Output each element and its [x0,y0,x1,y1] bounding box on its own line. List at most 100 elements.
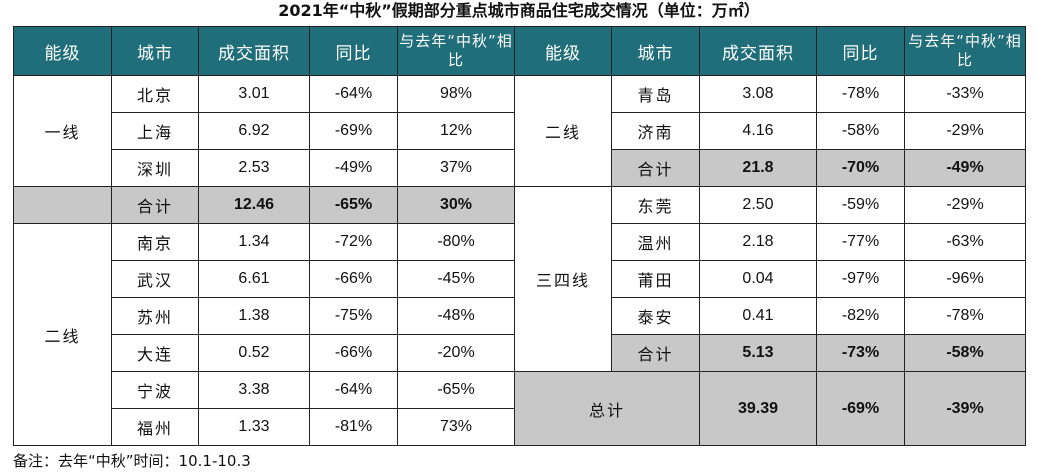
header-area: 成交面积 [699,26,817,76]
yoy-cell: -77% [816,223,905,261]
subtotal-yoy: -65% [309,186,398,224]
subtotal-vs: 30% [397,186,515,224]
vs-cell: -48% [397,297,515,335]
city-cell: 莆田 [611,260,700,298]
subtotal-area: 21.8 [699,149,817,187]
table-row: 二线 南京 1.34 -72% -80% 温州 2.18 -77% -63% [13,223,1026,446]
subtotal-label: 合计 [611,149,700,187]
area-cell: 4.16 [699,112,817,150]
area-cell: 1.33 [198,408,310,446]
city-cell: 北京 [111,75,199,113]
vs-cell: 98% [397,75,515,113]
header-city: 城市 [111,26,199,76]
footnote: 备注：去年“中秋”时间：10.1-10.3 [13,452,251,470]
city-cell: 温州 [611,223,700,261]
vs-cell: -29% [904,112,1026,150]
vs-cell: -45% [397,260,515,298]
yoy-cell: -59% [816,186,905,224]
subtotal-vs: -49% [904,149,1026,187]
city-cell: 宁波 [111,371,199,409]
city-cell: 上海 [111,112,199,150]
yoy-cell: -64% [309,75,398,113]
subtotal-tier-blank [13,186,112,224]
tier-label: 三四线 [514,186,612,372]
subtotal-label: 合计 [611,334,700,372]
city-cell: 福州 [111,408,199,446]
vs-cell: 12% [397,112,515,150]
vs-cell: 37% [397,149,515,187]
yoy-cell: -78% [816,75,905,113]
subtotal-area: 12.46 [198,186,310,224]
yoy-cell: -58% [816,112,905,150]
header-vs-last-year: 与去年“中秋”相比 [397,26,515,76]
area-cell: 0.04 [699,260,817,298]
city-cell: 东莞 [611,186,700,224]
vs-cell: -78% [904,297,1026,335]
vs-cell: -29% [904,186,1026,224]
header-row: 能级 城市 成交面积 同比 与去年“中秋”相比 能级 城市 成交面积 同比 与去… [13,26,1026,76]
area-cell: 3.08 [699,75,817,113]
vs-cell: -96% [904,260,1026,298]
area-cell: 1.34 [198,223,310,261]
header-yoy: 同比 [816,26,905,76]
yoy-cell: -49% [309,149,398,187]
area-cell: 0.41 [699,297,817,335]
area-cell: 3.01 [198,75,310,113]
city-cell: 苏州 [111,297,199,335]
yoy-cell: -75% [309,297,398,335]
area-cell: 2.18 [699,223,817,261]
tier-label: 二线 [514,75,612,187]
header-yoy: 同比 [309,26,398,76]
subtotal-vs: -58% [904,334,1026,372]
city-cell: 深圳 [111,149,199,187]
table-title: 2021年“中秋”假期部分重点城市商品住宅成交情况（单位：万㎡） [278,1,760,20]
subtotal-area: 5.13 [699,334,817,372]
header-tier: 能级 [13,26,112,76]
vs-cell: -63% [904,223,1026,261]
header-city: 城市 [611,26,700,76]
subtotal-yoy: -70% [816,149,905,187]
grand-total-yoy: -69% [816,371,905,446]
yoy-cell: -66% [309,334,398,372]
yoy-cell: -72% [309,223,398,261]
vs-cell: -80% [397,223,515,261]
yoy-cell: -64% [309,371,398,409]
area-cell: 2.53 [198,149,310,187]
grand-total-vs: -39% [904,371,1026,446]
yoy-cell: -82% [816,297,905,335]
city-cell: 南京 [111,223,199,261]
housing-transactions-table: 能级 城市 成交面积 同比 与去年“中秋”相比 能级 城市 成交面积 同比 与去… [13,26,1026,446]
area-cell: 0.52 [198,334,310,372]
vs-cell: -33% [904,75,1026,113]
area-cell: 6.92 [198,112,310,150]
tier-label: 一线 [13,75,112,187]
subtotal-yoy: -73% [816,334,905,372]
table-row: 上海 6.92 -69% 12% 济南 4.16 -58% -29% [14,112,1026,150]
table-row: 福州 1.33 -81% 73% [14,408,1026,446]
header-area: 成交面积 [198,26,310,76]
table-row: 一线 北京 3.01 -64% 98% 二线 青岛 3.08 -78% -33% [13,75,1026,187]
header-tier: 能级 [514,26,612,76]
city-cell: 济南 [611,112,700,150]
area-cell: 2.50 [699,186,817,224]
header-vs-last-year: 与去年“中秋”相比 [904,26,1026,76]
table-row: 合计 12.46 -65% 30% 三四线 东莞 2.50 -59% -29% [13,186,1026,372]
table-row: 大连 0.52 -66% -20% 合计 5.13 -73% -58% [14,334,1026,372]
tier-label: 二线 [13,223,112,446]
yoy-cell: -69% [309,112,398,150]
table-row: 宁波 3.38 -64% -65% 总计 39.39 -69% -39% [14,371,1026,446]
yoy-cell: -81% [309,408,398,446]
city-cell: 青岛 [611,75,700,113]
yoy-cell: -66% [309,260,398,298]
city-cell: 武汉 [111,260,199,298]
vs-cell: 73% [397,408,515,446]
yoy-cell: -97% [816,260,905,298]
grand-total-area: 39.39 [699,371,817,446]
table-row: 苏州 1.38 -75% -48% 泰安 0.41 -82% -78% [14,297,1026,335]
subtotal-label: 合计 [111,186,199,224]
vs-cell: -65% [397,371,515,409]
table-row: 深圳 2.53 -49% 37% 合计 21.8 -70% -49% [14,149,1026,187]
city-cell: 泰安 [611,297,700,335]
city-cell: 大连 [111,334,199,372]
grand-total-label: 总计 [514,371,700,446]
